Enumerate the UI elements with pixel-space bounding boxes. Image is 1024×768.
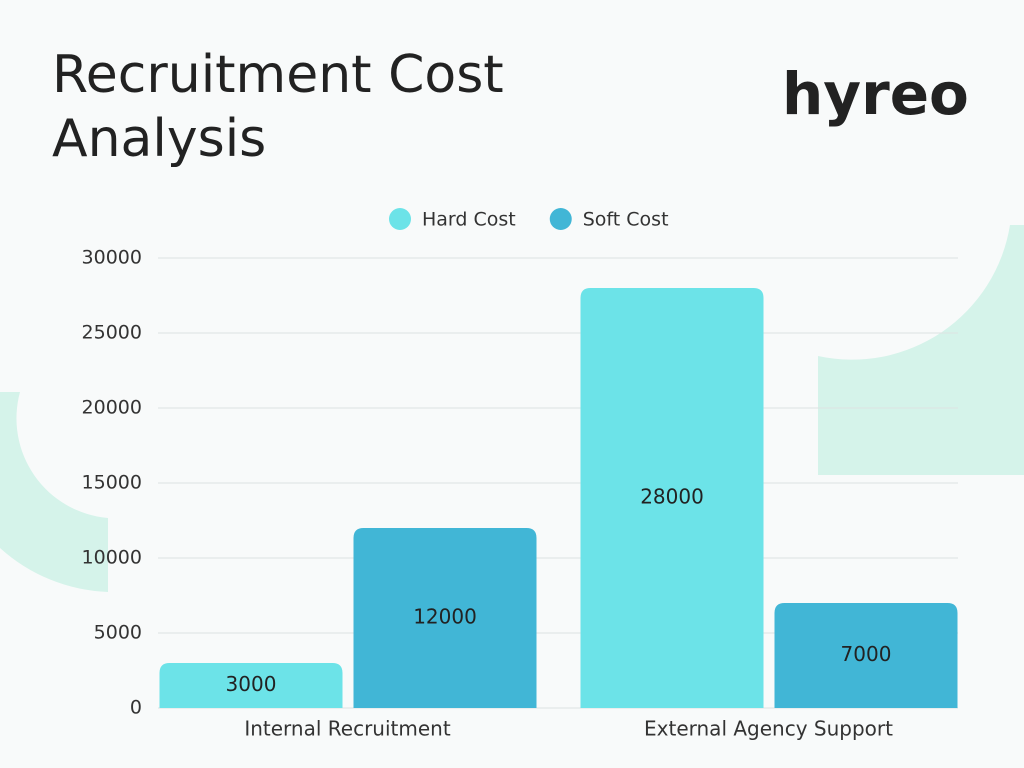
bar — [580, 288, 764, 708]
y-tick-label: 20000 — [82, 397, 142, 419]
x-tick-label: External Agency Support — [644, 717, 893, 741]
bar — [159, 663, 343, 708]
legend-label: Hard Cost — [422, 209, 516, 231]
chart-title: Recruitment Cost Analysis — [52, 45, 504, 169]
legend-marker — [549, 208, 572, 230]
y-tick-label: 10000 — [82, 547, 142, 569]
data-label: 3000 — [226, 672, 277, 696]
decor-right — [818, 225, 1024, 475]
decor-left — [0, 392, 108, 592]
bar — [774, 603, 958, 708]
y-tick-label: 0 — [130, 697, 142, 719]
y-tick-label: 5000 — [94, 622, 142, 644]
y-tick-label: 25000 — [82, 322, 142, 344]
data-label: 7000 — [841, 642, 892, 666]
legend-label: Soft Cost — [583, 209, 669, 231]
data-label: 12000 — [413, 605, 477, 629]
bar — [353, 528, 537, 708]
legend-marker — [389, 208, 411, 230]
y-tick-label: 30000 — [82, 247, 142, 269]
y-tick-label: 15000 — [82, 472, 142, 494]
logo: hyreo — [782, 60, 969, 128]
x-tick-label: Internal Recruitment — [244, 717, 450, 741]
data-label: 28000 — [640, 485, 704, 509]
